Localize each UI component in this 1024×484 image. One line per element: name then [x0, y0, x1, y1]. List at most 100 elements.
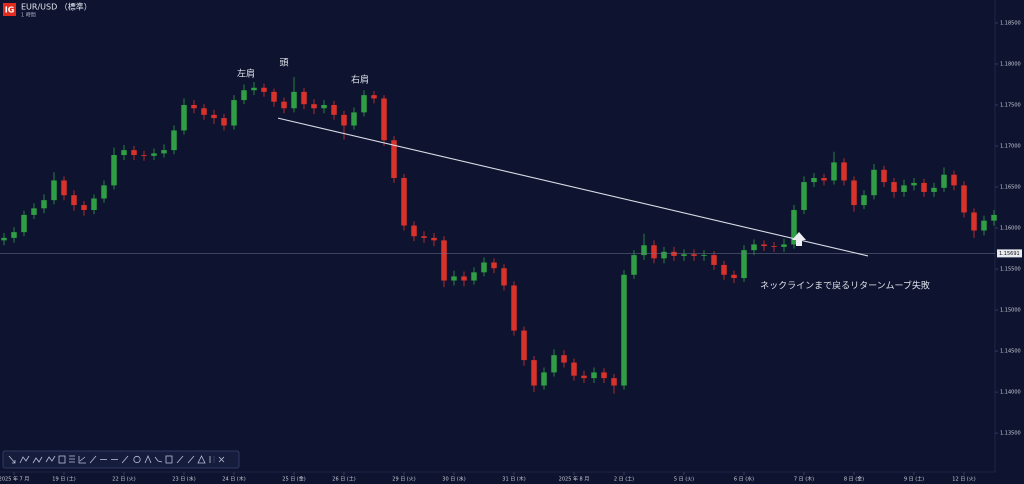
candle-body: [821, 177, 827, 181]
x-tick-label: 29 日 (火): [392, 477, 415, 483]
tool-icon[interactable]: [58, 455, 66, 464]
candle-body: [921, 182, 927, 192]
price-axis-panel: [995, 0, 1024, 472]
candle-body: [531, 360, 537, 386]
y-tick-label: 1.18000: [1000, 61, 1021, 67]
candle-body: [581, 375, 587, 379]
x-tick-label: 12 日 (火): [952, 477, 975, 483]
y-tick-label: 1.14000: [1000, 390, 1021, 396]
tool-icon[interactable]: [154, 456, 163, 463]
candle-body: [891, 182, 897, 192]
candle-body: [771, 246, 777, 247]
tool-icon[interactable]: [144, 454, 152, 464]
y-tick-label: 1.17500: [1000, 102, 1021, 108]
candle-body: [401, 177, 407, 226]
candle-body: [981, 220, 987, 231]
tool-icon[interactable]: [197, 455, 206, 464]
x-tick-label: 24 日 (木): [222, 476, 245, 483]
candle-body: [801, 182, 807, 210]
candle-body: [431, 237, 437, 241]
candle-body: [791, 209, 797, 245]
candle-body: [231, 100, 237, 126]
candle-body: [871, 169, 877, 196]
candle-body: [941, 174, 947, 188]
candle-body: [291, 91, 297, 109]
candle-body: [931, 187, 937, 192]
candle-body: [991, 214, 997, 221]
candle-body: [121, 150, 127, 156]
x-tick-label: 25 日 (金): [282, 476, 305, 483]
candle-body: [781, 244, 787, 247]
candle-body: [241, 90, 247, 101]
current-price-box: [997, 249, 1022, 258]
candle-body: [971, 212, 977, 231]
tool-icon[interactable]: [165, 455, 173, 464]
candle-body: [761, 244, 767, 247]
candle-body: [261, 87, 267, 92]
annotation: 左肩: [237, 68, 255, 80]
y-tick-label: 1.18500: [1000, 20, 1021, 26]
candle-body: [51, 180, 57, 201]
candle-body: [21, 214, 27, 233]
candle-body: [161, 150, 167, 154]
candle-body: [101, 185, 107, 199]
symbol: EUR/USD （標準）: [21, 2, 92, 12]
tool-icon[interactable]: [89, 455, 97, 464]
candle-body: [411, 225, 417, 237]
candle-body: [141, 155, 147, 156]
candle-body: [621, 274, 627, 386]
tool-icon[interactable]: [176, 455, 184, 464]
x-tick-label: 19 日 (土): [52, 476, 75, 483]
neckline: [277, 117, 869, 257]
candle-body: [641, 245, 647, 256]
plot-area: [0, 77, 997, 394]
tool-icon[interactable]: [218, 456, 225, 463]
candle-body: [731, 274, 737, 279]
logo: IG: [5, 6, 15, 15]
tool-icon[interactable]: [19, 455, 30, 464]
interval: 1 時間: [21, 13, 36, 19]
candle-body: [1, 237, 7, 241]
tool-icon[interactable]: [133, 455, 141, 464]
candle-body: [271, 91, 277, 102]
candle-body: [11, 232, 17, 238]
candle-body: [111, 155, 117, 186]
candle-body: [481, 262, 487, 273]
candle-body: [381, 98, 387, 141]
candle-body: [561, 355, 567, 363]
y-tick-label: 1.13500: [1000, 431, 1021, 437]
x-tick-label: 2 日 (土): [614, 476, 634, 483]
candle-body: [751, 244, 757, 251]
candle-body: [191, 104, 197, 109]
tool-icon[interactable]: [78, 456, 86, 464]
y-tick-label: 1.16000: [1000, 226, 1021, 232]
tool-icon[interactable]: [32, 456, 43, 464]
tool-icon[interactable]: [8, 455, 16, 464]
candle-body: [811, 177, 817, 183]
candle-body: [701, 255, 707, 256]
y-tick-label: 1.15000: [1000, 308, 1021, 314]
tool-icon[interactable]: [69, 455, 75, 463]
tool-icon[interactable]: [121, 455, 129, 464]
candle-body: [81, 205, 87, 210]
candle-body: [571, 362, 577, 376]
candle-body: [721, 264, 727, 275]
candle-body: [311, 104, 317, 109]
x-tick-label: 9 日 (土): [904, 476, 924, 483]
y-tick-label: 1.15500: [1000, 267, 1021, 273]
tool-icon[interactable]: [187, 455, 195, 464]
candle-body: [331, 104, 337, 115]
current-price-label: 1.15691: [999, 251, 1020, 257]
candle-body: [201, 108, 207, 115]
tool-icon[interactable]: [45, 455, 56, 463]
candle-body: [741, 250, 747, 279]
x-tick-label: 22 日 (火): [112, 477, 135, 483]
annotation: ネックラインまで戻るリターンムーブ失敗: [760, 280, 930, 292]
y-tick-label: 1.14500: [1000, 349, 1021, 355]
candle-body: [651, 245, 657, 259]
candle-body: [91, 198, 97, 210]
candle-body: [881, 169, 887, 183]
candle-body: [521, 330, 527, 361]
candle-body: [71, 195, 77, 206]
